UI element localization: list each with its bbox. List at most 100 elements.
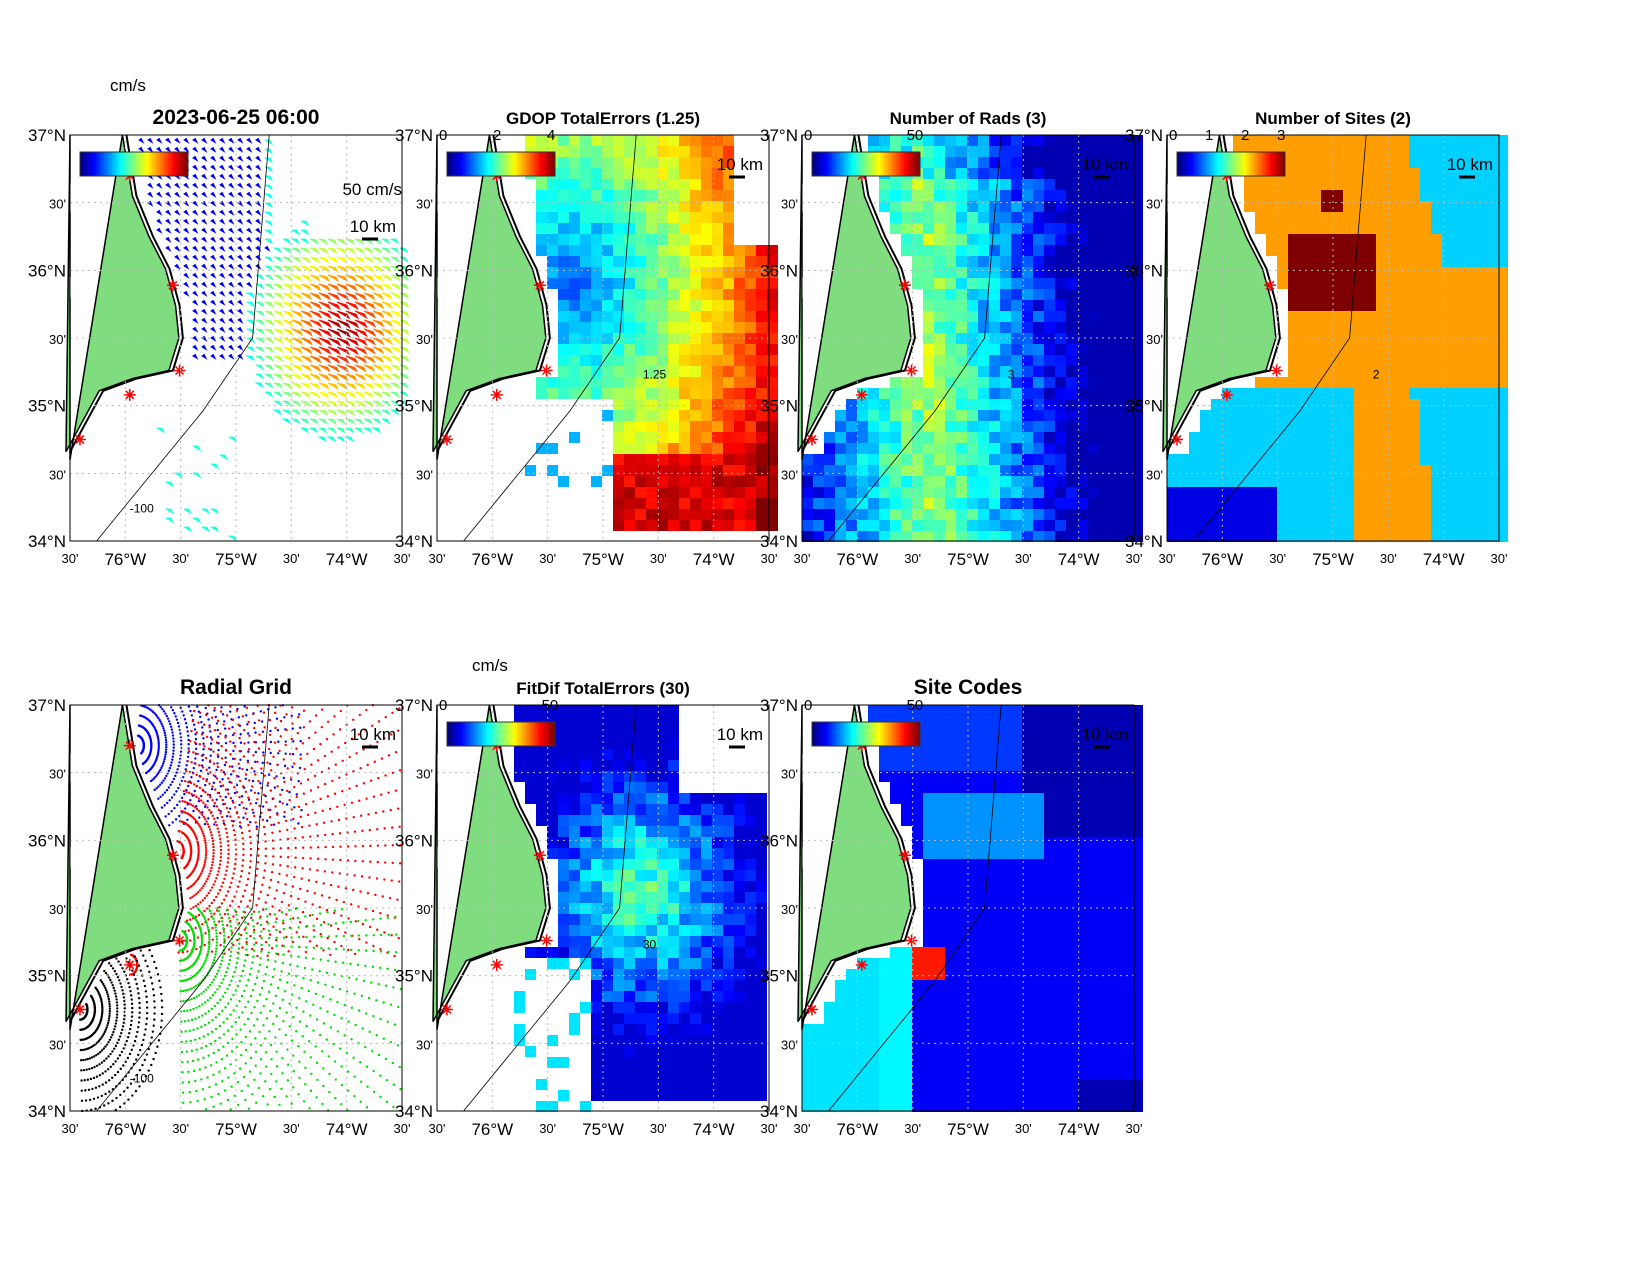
- heatmap-cell: [580, 278, 591, 289]
- radial-grid-point: [298, 887, 302, 891]
- heatmap-cell: [591, 234, 602, 245]
- heatmap-cell: [1288, 432, 1299, 443]
- heatmap-cell: [668, 256, 679, 267]
- heatmap-cell: [646, 520, 657, 531]
- current-arrow: [264, 355, 275, 363]
- radial-grid-point: [264, 847, 268, 850]
- current-arrow: [381, 382, 392, 390]
- radial-grid-point: [358, 799, 361, 802]
- radial-grid-point: [240, 795, 244, 798]
- heatmap-cell: [1077, 212, 1088, 223]
- heatmap-cell: [934, 212, 945, 223]
- heatmap-cell: [613, 487, 624, 498]
- heatmap-cell: [624, 509, 635, 520]
- radial-grid-point: [187, 705, 191, 708]
- heatmap-cell: [1420, 454, 1431, 465]
- radial-grid-point: [199, 715, 202, 719]
- heatmap-cell: [1453, 476, 1464, 487]
- heatmap-cell: [1299, 234, 1310, 245]
- current-arrow: [174, 263, 181, 270]
- current-arrow: [327, 427, 337, 434]
- heatmap-cell: [934, 223, 945, 234]
- radial-grid-point: [309, 835, 312, 838]
- heatmap-cell: [846, 432, 857, 443]
- radial-grid-point: [384, 774, 387, 777]
- heatmap-cell: [756, 432, 767, 443]
- heatmap-cell: [1398, 179, 1409, 190]
- heatmap-cell: [1398, 388, 1409, 399]
- heatmap-cell: [668, 366, 679, 377]
- heatmap-cell: [1255, 421, 1266, 432]
- heatmap-cell: [1464, 289, 1475, 300]
- current-arrow: [192, 254, 199, 261]
- radial-grid-point: [308, 914, 312, 917]
- heatmap-cell: [989, 432, 1000, 443]
- heatmap-cell: [1497, 520, 1508, 531]
- heatmap-cell: [868, 388, 879, 399]
- radial-grid-point: [207, 825, 211, 829]
- heatmap-cell: [1222, 399, 1233, 410]
- heatmap-cell: [1066, 300, 1077, 311]
- heatmap-cell: [1200, 465, 1211, 476]
- current-arrow: [291, 418, 301, 425]
- heatmap-cell: [668, 289, 679, 300]
- radial-grid-point: [247, 750, 250, 753]
- lon-tick-label: 75°W: [215, 550, 257, 569]
- radial-grid-point: [247, 798, 251, 801]
- heatmap-cell: [1453, 190, 1464, 201]
- heatmap-cell: [602, 135, 613, 146]
- heatmap-cell: [923, 432, 934, 443]
- current-arrow: [210, 245, 217, 252]
- current-arrow: [165, 481, 175, 488]
- heatmap-cell: [1266, 509, 1277, 520]
- radial-grid-point: [223, 720, 226, 723]
- radial-grid-point: [171, 821, 174, 824]
- current-arrow: [309, 382, 321, 390]
- radial-grid-point: [285, 913, 288, 916]
- radial-grid-point: [180, 779, 183, 783]
- heatmap-cell: [956, 311, 967, 322]
- heatmap-cell: [646, 168, 657, 179]
- colorbar-segment: [541, 152, 544, 176]
- heatmap-cell: [1277, 476, 1288, 487]
- heatmap-cell: [1011, 135, 1022, 146]
- heatmap-cell: [646, 366, 657, 377]
- current-arrow: [228, 263, 235, 270]
- heatmap-cell: [1000, 377, 1011, 388]
- current-arrow: [210, 326, 217, 333]
- heatmap-cell: [1420, 278, 1431, 289]
- radial-grid-point: [325, 908, 329, 912]
- heatmap-cell: [1376, 476, 1387, 487]
- heatmap-cell: [1420, 157, 1431, 168]
- heatmap-cell: [1066, 509, 1077, 520]
- heatmap-cell: [1442, 476, 1453, 487]
- heatmap-cell: [734, 487, 745, 498]
- heatmap-cell: [1475, 245, 1486, 256]
- radial-grid-point: [295, 747, 298, 750]
- heatmap-cell: [756, 322, 767, 333]
- heatmap-cell: [767, 410, 778, 421]
- current-arrow: [372, 409, 383, 416]
- current-arrow: [219, 218, 226, 225]
- heatmap-cell: [745, 311, 756, 322]
- heatmap-cell: [1453, 256, 1464, 267]
- heatmap-cell: [1310, 300, 1321, 311]
- heatmap-cell: [1167, 476, 1178, 487]
- heatmap-cell: [934, 344, 945, 355]
- heatmap-cell: [1288, 267, 1299, 278]
- heatmap-cell: [1398, 201, 1409, 212]
- radial-grid-point: [293, 875, 296, 879]
- radial-grid-point: [167, 769, 171, 773]
- heatmap-cell: [1420, 212, 1431, 223]
- heatmap-cell: [1453, 223, 1464, 234]
- heatmap-cell: [1266, 465, 1277, 476]
- radial-grid-point: [231, 725, 234, 729]
- heatmap-cell: [967, 355, 978, 366]
- heatmap-cell: [1000, 443, 1011, 454]
- radial-grid-point: [194, 904, 197, 908]
- radial-grid-point: [275, 775, 278, 778]
- heatmap-cell: [1387, 410, 1398, 421]
- current-arrow: [282, 274, 293, 282]
- heatmap-cell: [901, 135, 912, 146]
- heatmap-cell: [1365, 322, 1376, 333]
